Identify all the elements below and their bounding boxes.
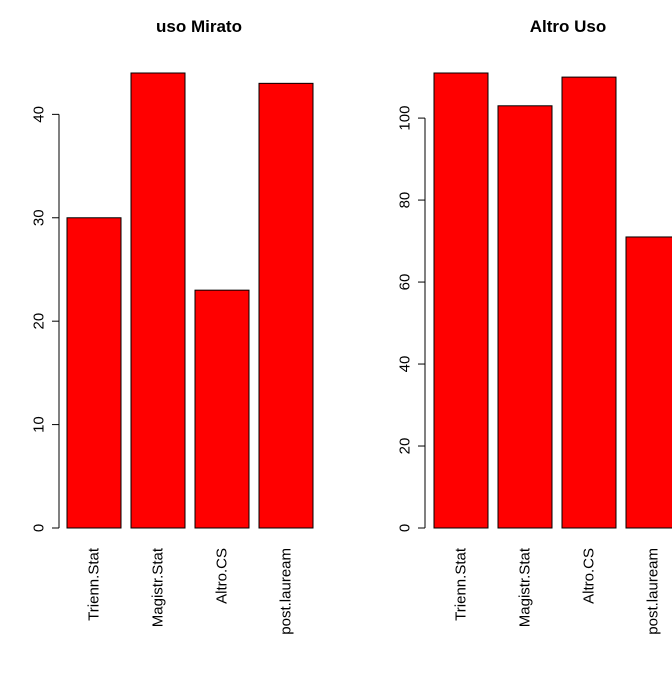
y-tick-label: 80 — [397, 192, 414, 209]
y-axis: 0 10 20 30 40 — [31, 106, 60, 532]
chart-title: uso Mirato — [156, 17, 242, 36]
chart-panel-altro-uso: Altro Uso 0 20 40 60 80 100 Trienn.Stat Magist… — [397, 17, 672, 635]
category-label: Altro.CS — [581, 548, 598, 604]
y-axis: 0 20 40 60 80 100 — [397, 106, 426, 532]
category-labels: Trienn.Stat Magistr.Stat Altro.CS post.laur… — [86, 547, 295, 635]
bar-trienn-stat — [433, 72, 489, 529]
bars — [66, 72, 314, 529]
y-tick-label: 20 — [397, 438, 414, 455]
y-tick-label: 10 — [31, 416, 48, 433]
category-label: post.lauream — [645, 548, 662, 635]
y-tick-label: 60 — [397, 274, 414, 291]
y-tick-label: 40 — [31, 106, 48, 123]
category-label: Trienn.Stat — [453, 547, 470, 621]
chart-title: Altro Uso — [530, 17, 607, 36]
category-label: Magistr.Stat — [150, 547, 167, 627]
bar-magistr-stat — [497, 105, 553, 529]
bar-altro-cs — [561, 76, 617, 529]
bar-magistr-stat — [130, 72, 186, 529]
bar-trienn-stat — [66, 217, 122, 529]
category-label: Trienn.Stat — [86, 547, 103, 621]
y-tick-label: 20 — [31, 313, 48, 330]
category-label: Magistr.Stat — [517, 547, 534, 627]
bar-post-lauream — [625, 236, 672, 529]
y-tick-label: 40 — [397, 356, 414, 373]
bar-altro-cs — [194, 289, 250, 529]
category-label: Altro.CS — [214, 548, 231, 604]
y-tick-label: 30 — [31, 209, 48, 226]
y-tick-label: 0 — [31, 524, 48, 532]
y-tick-label: 0 — [397, 524, 414, 532]
chart-panel-uso-mirato: uso Mirato 0 10 20 30 40 Trienn.Stat Magistr.… — [31, 17, 314, 635]
category-labels: Trienn.Stat Magistr.Stat Altro.CS post.laur… — [453, 547, 662, 635]
bars — [433, 72, 672, 529]
category-label: post.lauream — [278, 548, 295, 635]
y-tick-label: 100 — [397, 106, 414, 131]
bar-post-lauream — [258, 82, 314, 529]
